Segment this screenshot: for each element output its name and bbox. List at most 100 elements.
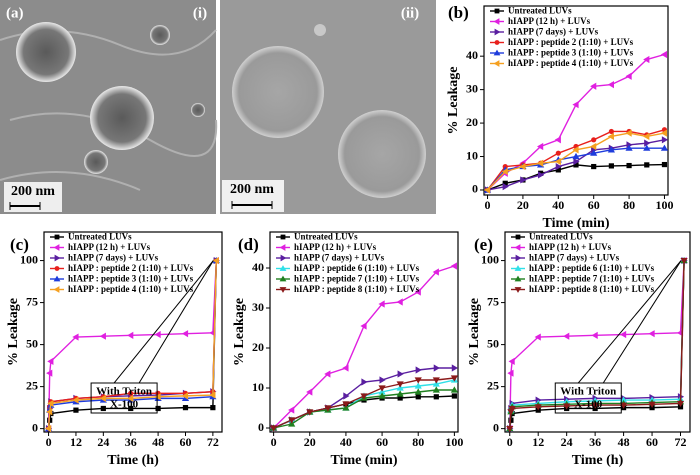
annotation: With Triton [560,386,616,398]
data-point [590,149,598,156]
x-tick-label: 36 [125,435,137,449]
x-axis-label: Time (min) [542,216,609,231]
legend-label: Untreated LUVs [508,6,572,16]
data-point [414,382,422,389]
data-point [591,163,597,170]
data-point [378,385,386,392]
x-tick-label: 40 [340,435,352,449]
annotation-arrow [138,260,214,384]
data-point [127,331,134,339]
panel-label: (c) [10,235,29,254]
sem-image-i: (a) (i) 200 nm [0,0,218,214]
data-point [324,370,331,378]
data-point [660,50,668,59]
legend-label: hIAPP : peptide 4 (1:10) + LUVs [68,284,194,294]
legend-marker [54,234,60,240]
data-point [626,162,632,169]
legend-label: hIAPP : peptide 6 (1:10) + LUVs [529,263,655,273]
data-point [619,396,628,403]
data-point [534,404,542,411]
plot-frame [43,231,223,433]
data-point [306,388,313,396]
data-point [155,405,161,412]
data-point [414,388,422,395]
data-point [501,167,508,176]
panel-label: (a) [6,5,24,21]
data-point [270,425,278,432]
chart: (e) 0 12 24 36 48 60 72 0 25 50 75 100 Time (h) % Leak… [467,231,691,468]
x-tick-label: 20 [304,435,316,449]
legend-label: hIAPP : peptide 2 (1:10) + LUVs [68,263,194,273]
data-point [643,55,650,64]
legend-label: hIAPP : peptide 3 (1:10) + LUVs [68,274,194,284]
data-point [554,157,561,166]
data-point [154,393,161,401]
data-point [343,392,350,400]
legend-label: hIAPP (12 h) + LUVs [294,242,377,252]
legend-marker [493,49,501,56]
legend-label: Untreated LUVs [529,232,593,242]
data-point [625,72,632,80]
annotation: X-100 [110,399,139,411]
legend-label: hIAPP : peptide 8 (1:10) + LUVs [294,284,420,294]
legend-marker [514,265,522,271]
data-point [127,394,134,402]
panel-label: (d) [238,235,259,254]
legend-marker [514,244,521,251]
panel-label: (b) [448,3,469,22]
y-axis-label: % Leakage [467,298,482,366]
data-point [519,162,526,171]
legend-label: hIAPP : peptide 4 (1:10) + LUVs [508,58,634,68]
x-tick-label: 60 [646,435,658,449]
data-point [520,176,527,184]
data-point [99,332,106,340]
legend-label: hIAPP : peptide 2 (1:10) + LUVs [508,37,634,47]
data-point [537,142,544,151]
y-tick-label: 0 [258,420,264,434]
legend-marker [54,254,61,262]
legend-marker [279,287,287,293]
data-point [554,136,561,144]
legend-marker [54,266,60,271]
x-tick-label: 36 [589,435,601,449]
data-point [506,426,514,433]
data-point [154,330,161,339]
data-point [450,375,458,382]
data-point [643,132,650,141]
data-point [361,378,368,386]
data-point [396,298,403,306]
data-point [44,425,52,433]
legend-label: hIAPP (7 days) + LUVs [68,253,159,263]
data-point [660,144,669,151]
data-point [396,390,404,397]
data-point [379,376,386,384]
chart: (b) 0 20 40 60 80 100 0 10 20 30 40 Time (min) % Leak… [446,3,673,231]
data-point [572,101,579,109]
data-point [181,392,189,400]
y-axis-label: % Leakage [232,298,247,366]
data-point [433,364,440,372]
data-point [47,399,54,408]
legend-marker [279,244,286,251]
data-point [72,333,79,341]
annotation: With Triton [96,386,152,398]
legend-label: hIAPP (12 h) + LUVs [68,242,151,252]
data-point [414,288,421,296]
data-point [324,405,332,412]
annotation: X-100 [574,399,603,411]
data-point [590,82,597,90]
data-point [507,369,514,377]
data-point [573,157,580,166]
data-point [306,409,314,416]
series-line [273,379,455,429]
data-point [502,183,509,191]
data-point [619,330,627,339]
data-point [360,393,368,400]
data-point [644,139,651,147]
data-point [625,129,632,137]
annotation-box [554,382,622,414]
data-point [360,322,367,330]
y-tick-label: 25 [26,378,38,392]
legend-label: Untreated LUVs [294,232,358,242]
x-tick-label: 24 [561,435,573,449]
